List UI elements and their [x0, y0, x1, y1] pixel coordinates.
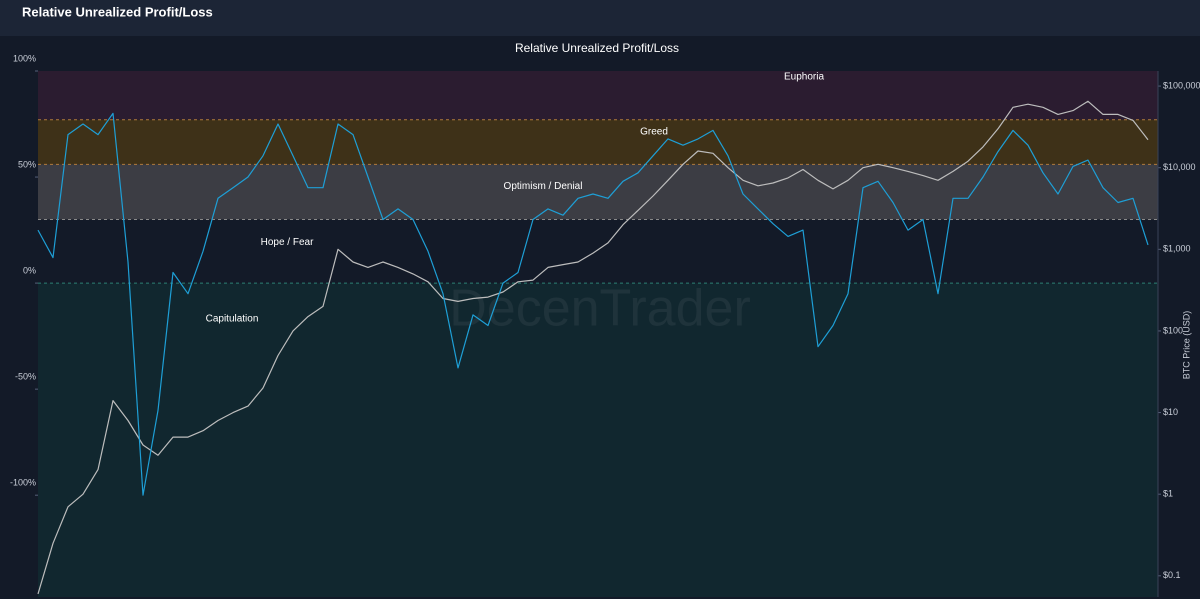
y-tick-label: -100% — [10, 478, 36, 488]
y2-tick-label: $100 — [1163, 325, 1183, 335]
header-bar — [0, 0, 1200, 36]
zone-band — [38, 119, 1158, 165]
y2-tick-label: $0.1 — [1163, 570, 1181, 580]
chart-title: Relative Unrealized Profit/Loss — [515, 41, 679, 55]
y2-tick-label: $1,000 — [1163, 244, 1191, 254]
zone-band — [38, 219, 1158, 284]
zone-band — [38, 71, 1158, 120]
zone-label: Optimism / Denial — [504, 181, 583, 192]
rupl-line — [37, 112, 1149, 496]
y2-axis-label: BTC Price (USD) — [1181, 311, 1191, 380]
zone-label: Euphoria — [784, 72, 824, 83]
y2-tick-label: $100,000 — [1163, 80, 1200, 90]
zone-label: Capitulation — [206, 314, 259, 325]
zone-band — [38, 164, 1158, 220]
y-tick-label: 0% — [23, 265, 36, 275]
y2-tick-label: $1 — [1163, 489, 1173, 499]
y-tick-label: -50% — [15, 372, 36, 382]
price-line — [37, 100, 1149, 595]
header-title: Relative Unrealized Profit/Loss — [22, 4, 213, 19]
watermark: DecenTrader — [449, 280, 751, 338]
zone-band — [38, 283, 1158, 597]
zone-label: Greed — [640, 126, 668, 137]
plot: Euphoria Greed Optimism / Denial Hope / Fea… — [10, 53, 1200, 597]
y2-tick-label: $10,000 — [1163, 162, 1196, 172]
zone-label: Hope / Fear — [261, 237, 314, 248]
y2-tick-label: $10 — [1163, 407, 1178, 417]
y-tick-label: 50% — [18, 159, 36, 169]
y-tick-label: 100% — [13, 53, 36, 63]
